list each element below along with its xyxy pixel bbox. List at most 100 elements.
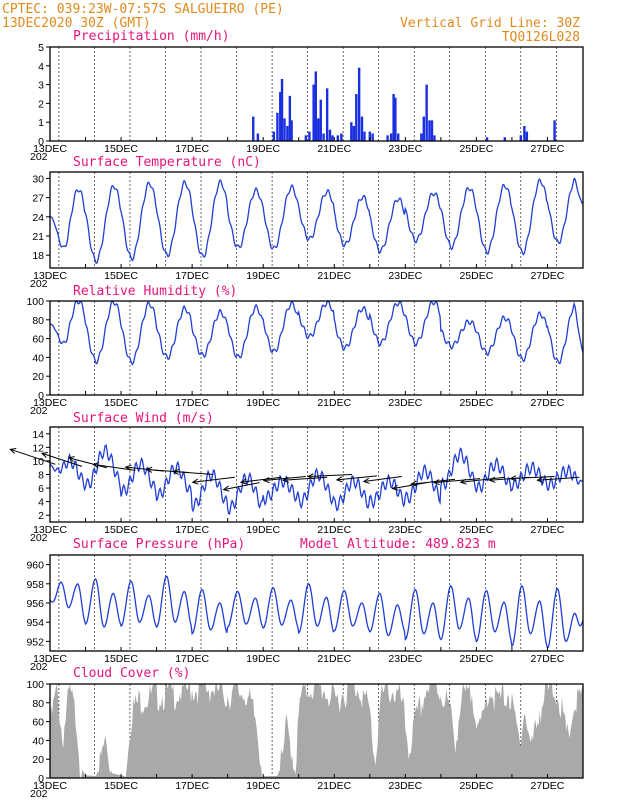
- precip-bar: [422, 116, 426, 141]
- header-station: CPTEC: 039:23W-07:57S SALGUEIRO (PE): [2, 2, 284, 17]
- x-tick-label: 15DEC: [104, 524, 138, 536]
- y-tick-label: 60: [32, 717, 44, 729]
- pressure-panel: 952 954 956 958 960 13DEC 15DEC 17DEC 19DEC 21DEC…: [26, 537, 584, 673]
- wind-arrow: [192, 476, 235, 483]
- precip-panel: 0 1 2 3 4 5 13DEC 15DEC 17DEC 19DEC 21DEC 23DEC 25DE…: [30, 29, 584, 163]
- x-tick-label: 19DEC: [246, 143, 280, 155]
- y-tick-label: 18: [32, 250, 44, 262]
- rh-line: [49, 299, 584, 366]
- y-tick-label: 6: [38, 483, 44, 495]
- x-tick-label: 27DEC: [531, 270, 565, 282]
- x-tick-label: 25DEC: [459, 270, 493, 282]
- precip-bar: [519, 135, 523, 141]
- precip-bar: [288, 95, 292, 141]
- precip-bar: [352, 125, 356, 141]
- y-tick-label: 27: [32, 193, 44, 205]
- y-tick-label: 100: [26, 679, 44, 691]
- y-tick-label: 958: [26, 579, 44, 591]
- y-tick-label: 952: [26, 636, 44, 648]
- x-tick-label: 27DEC: [531, 524, 565, 536]
- precip-bar: [290, 120, 293, 141]
- y-tick-label: 40: [32, 352, 44, 364]
- precip-bar: [312, 84, 315, 141]
- pressure-title: Surface Pressure (hPa): [73, 537, 245, 552]
- wind-arrow: [68, 457, 107, 469]
- precip-bar: [523, 125, 526, 141]
- y-tick-label: 20: [32, 754, 44, 766]
- x-tick-label: 23DEC: [388, 143, 422, 155]
- precip-bar: [394, 97, 397, 141]
- x-tick-label: 15DEC: [104, 780, 138, 792]
- precip-title: Precipitation (mm/h): [73, 29, 230, 44]
- wind-arrow: [173, 471, 214, 475]
- y-tick-label: 80: [32, 315, 44, 327]
- y-tick-label: 10: [32, 456, 44, 468]
- x-tick-label: 27DEC: [531, 780, 565, 792]
- precip-bar: [325, 88, 329, 141]
- wind-title: Surface Wind (m/s): [73, 411, 214, 426]
- wind-arrow-head: [67, 456, 75, 462]
- wind-arrow: [537, 476, 580, 481]
- y-tick-label: 0: [38, 390, 44, 402]
- precip-bar: [317, 118, 320, 141]
- x-tick-label: 25DEC: [459, 524, 493, 536]
- x-tick-label: 25DEC: [459, 143, 493, 155]
- precip-bar: [355, 94, 358, 141]
- wind-arrow: [411, 478, 456, 485]
- precip-bar: [386, 135, 389, 141]
- precip-bar: [272, 131, 276, 141]
- x-tick-label: 19DEC: [246, 397, 280, 409]
- precip-bar: [397, 133, 400, 141]
- x-tick-label: 19DEC: [246, 270, 280, 282]
- pressure-line: [49, 575, 584, 650]
- wind-arrow-head: [191, 478, 199, 485]
- y-tick-label: 956: [26, 598, 44, 610]
- rh-frame: [49, 300, 584, 396]
- y-tick-label: 100: [26, 296, 44, 308]
- x-tick-label: 15DEC: [104, 270, 138, 282]
- x-tick-label: 21DEC: [317, 143, 351, 155]
- precip-bar: [389, 133, 393, 141]
- precip-bar: [336, 135, 340, 141]
- wind-arrow: [392, 482, 427, 490]
- wind-arrow-head: [391, 484, 399, 491]
- temp-panel: 18 21 24 27 30 13DEC 15DEC 17DEC 19DEC 21DEC 23DEC…: [30, 155, 584, 290]
- x-tick-label: 13DEC: [33, 653, 67, 665]
- x-tick-label: 27DEC: [531, 653, 565, 665]
- x-tick-label: 27DEC: [531, 143, 565, 155]
- wind-arrow: [223, 482, 260, 491]
- precip-bar: [553, 120, 556, 141]
- x-tick-label: 25DEC: [459, 653, 493, 665]
- x-tick-label: 21DEC: [317, 397, 351, 409]
- wind-arrow-head: [92, 462, 100, 469]
- x-tick-label: 13DEC: [33, 524, 67, 536]
- wind-arrow-head: [488, 476, 496, 483]
- wind-arrow: [240, 476, 282, 483]
- precip-bar: [485, 137, 489, 141]
- precip-bar: [368, 131, 371, 141]
- wind-arrow-head: [9, 448, 17, 454]
- wind-arrow: [41, 452, 83, 467]
- wind-arrow-head: [262, 476, 270, 484]
- x-tick-label: 17DEC: [175, 524, 209, 536]
- y-tick-label: 80: [32, 698, 44, 710]
- x-tick-label: 25DEC: [459, 780, 493, 792]
- y-tick-label: 8: [38, 470, 44, 482]
- y-tick-label: 14: [32, 429, 44, 441]
- precip-bar: [430, 120, 434, 141]
- model-altitude: Model Altitude: 489.823 m: [300, 537, 496, 552]
- x-tick-label: 13DEC: [33, 143, 67, 155]
- x-tick-label: 13DEC: [33, 397, 67, 409]
- wind-arrow-head: [509, 475, 517, 482]
- wind-arrow: [460, 476, 505, 483]
- wind-arrow: [433, 478, 480, 484]
- header-date: 13DEC2020 30Z (GMT): [2, 16, 151, 31]
- x-year-label: 202: [30, 788, 48, 800]
- x-tick-label: 19DEC: [246, 524, 280, 536]
- x-tick-label: 25DEC: [459, 397, 493, 409]
- wind-arrow-head: [124, 464, 132, 471]
- x-tick-label: 17DEC: [175, 270, 209, 282]
- x-tick-label: 17DEC: [175, 143, 209, 155]
- precip-bar: [276, 112, 279, 141]
